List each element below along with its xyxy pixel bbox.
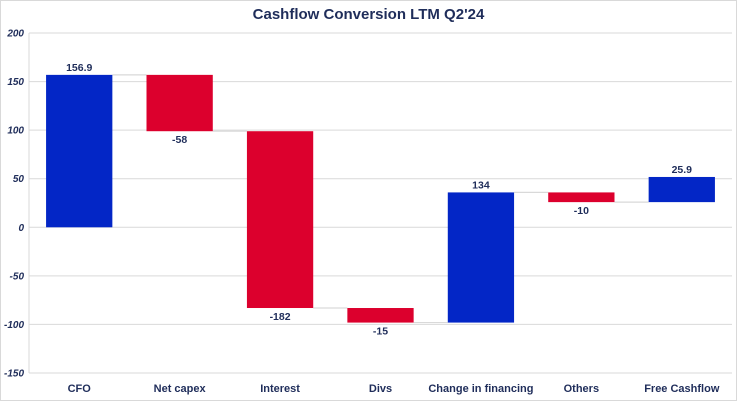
data-label: -15 [373,326,388,338]
y-tick-label: -100 [4,320,24,331]
connector-lines [112,74,649,324]
y-tick-label: 50 [13,174,25,185]
bar [447,192,515,323]
gridlines [28,32,732,374]
y-tick-label: 200 [6,29,24,40]
x-tick-label: CFO [68,383,92,395]
y-tick-label: 150 [7,77,24,88]
y-tick-label: 100 [7,126,24,137]
x-tick-label: Free Cashflow [644,383,720,395]
x-tick-label: Net capex [154,383,207,395]
bar [246,131,314,309]
bars [46,74,715,323]
x-tick-label: Divs [369,383,392,395]
x-tick-label: Change in financing [428,383,533,395]
bar [548,192,615,203]
chart-title: Cashflow Conversion LTM Q2'24 [252,6,485,23]
data-label: 156.9 [66,62,92,74]
data-label: -58 [172,134,187,146]
x-axis-labels: CFO Net capex Interest Divs Change in financ… [68,383,720,395]
data-label: 134 [472,179,490,191]
data-label: -182 [270,311,291,323]
bar [347,308,414,323]
y-tick-label: 0 [18,223,24,234]
bar [146,74,213,132]
x-tick-label: Others [564,383,599,395]
bar [46,74,113,228]
y-axis-labels: 200 150 100 50 0 -50 -100 -150 [4,29,24,380]
bar [648,176,715,203]
data-labels: 156.9 -58 -182 -15 134 -10 25.9 [66,62,692,338]
data-label: 25.9 [672,164,693,176]
y-tick-label: -50 [10,271,25,282]
y-tick-label: -150 [4,369,24,380]
data-label: -10 [574,205,589,217]
x-tick-label: Interest [260,383,300,395]
